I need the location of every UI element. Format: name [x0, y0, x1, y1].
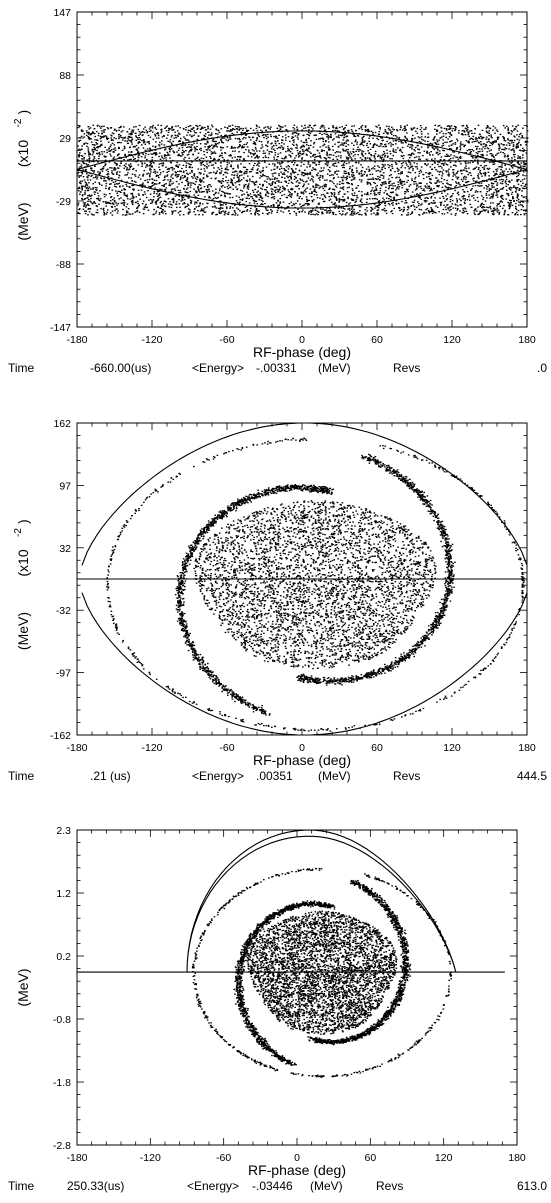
footer-time-value: .21 (us) — [90, 769, 131, 783]
x-tick-label: 120 — [435, 1152, 453, 1164]
x-tick-label: -120 — [141, 334, 162, 346]
y-tick-label: -88 — [56, 259, 71, 271]
y-tick-label: 0.2 — [56, 951, 71, 963]
x-axis-label: RF-phase (deg) — [248, 1162, 346, 1178]
y-axis-label: (MeV) — [15, 612, 31, 650]
x-tick-label: 0 — [294, 1152, 300, 1164]
x-tick-label: 60 — [371, 742, 383, 754]
footer-revs-value: 613.0 — [517, 1179, 547, 1193]
y-axis-label: (MeV) — [15, 968, 31, 1006]
x-tick-label: 0 — [299, 742, 305, 754]
footer-revs-label: Revs — [393, 361, 420, 375]
footer-time-label: Time — [8, 361, 35, 375]
y-tick-label: -2.8 — [53, 1140, 71, 1152]
footer-energy-unit: (MeV) — [318, 361, 351, 375]
footer-energy-label: <Energy> — [192, 769, 244, 783]
axis-ticks — [76, 11, 528, 328]
footer-energy-value: -.03446 — [252, 1179, 293, 1193]
x-tick-label: 180 — [518, 334, 536, 346]
particle-cloud — [191, 867, 453, 1078]
particle-cloud — [77, 124, 529, 216]
plot-frame — [76, 829, 518, 1146]
footer-time-value: 250.33(us) — [67, 1179, 124, 1193]
footer-revs-value: 444.5 — [517, 769, 547, 783]
y-tick-label: 147 — [53, 7, 71, 19]
y-tick-label: 97 — [59, 480, 71, 492]
y-tick-label: -0.8 — [53, 1014, 71, 1026]
y-tick-label: 2.3 — [56, 825, 71, 837]
y-axis-scale: (x10 — [15, 549, 31, 576]
plot-frame — [76, 11, 528, 328]
y-axis-scale-close: ) — [15, 110, 31, 115]
y-tick-label: -29 — [56, 196, 71, 208]
y-tick-label: 88 — [59, 70, 71, 82]
footer-energy-value: -.00331 — [256, 361, 297, 375]
x-tick-label: -60 — [219, 742, 234, 754]
footer-revs-label: Revs — [376, 1179, 403, 1193]
phase-plot-2: -180 -120 -60 0 60 120 180 162 97 32 -32 -97 -162 RF-… — [8, 418, 547, 783]
y-tick-label: -1.8 — [53, 1077, 71, 1089]
y-tick-label: 1.2 — [56, 888, 71, 900]
footer-time-label: Time — [8, 769, 35, 783]
footer-energy-unit: (MeV) — [318, 769, 351, 783]
y-axis-scale: (x10 — [15, 140, 31, 167]
x-tick-label: -60 — [219, 334, 234, 346]
x-tick-label: 180 — [508, 1152, 526, 1164]
y-axis-label-group: (MeV) (x10 -2) — [13, 110, 31, 241]
x-tick-label: 120 — [443, 334, 461, 346]
y-axis-label-group: (MeV) — [15, 968, 31, 1006]
footer-energy-value: .00351 — [256, 769, 293, 783]
footer-energy-label: <Energy> — [187, 1179, 239, 1193]
x-tick-label: -180 — [66, 1152, 87, 1164]
x-axis-label: RF-phase (deg) — [253, 344, 351, 360]
y-tick-label: 162 — [53, 418, 71, 430]
x-tick-label: 120 — [443, 742, 461, 754]
axis-ticks — [76, 422, 528, 736]
y-tick-label: 32 — [59, 543, 71, 555]
y-axis-label: (MeV) — [15, 202, 31, 240]
x-tick-label: -120 — [140, 1152, 161, 1164]
x-tick-label: -60 — [216, 1152, 231, 1164]
separatrix — [76, 130, 528, 209]
phase-plot-1: -180 -120 -60 0 60 120 180 147 88 29 -29 -88 -147 RF-… — [8, 7, 547, 375]
y-tick-label: -97 — [56, 668, 71, 680]
y-axis-label-group: (MeV) (x10 -2) — [13, 519, 31, 650]
x-tick-label: -180 — [66, 334, 87, 346]
y-tick-label: -32 — [56, 605, 71, 617]
x-tick-label: 60 — [364, 1152, 376, 1164]
separatrix — [77, 829, 505, 973]
y-tick-label: -162 — [50, 730, 71, 742]
y-tick-label: 29 — [59, 133, 71, 145]
x-axis-label: RF-phase (deg) — [253, 752, 351, 768]
footer-time-label: Time — [8, 1179, 35, 1193]
footer-energy-unit: (MeV) — [310, 1179, 343, 1193]
y-axis-scale-exponent: -2 — [13, 528, 24, 537]
y-axis-scale-close: ) — [15, 519, 31, 524]
particle-cloud — [106, 437, 526, 732]
x-tick-label: 60 — [371, 334, 383, 346]
x-tick-label: 0 — [299, 334, 305, 346]
x-tick-label: 180 — [518, 742, 536, 754]
footer-energy-label: <Energy> — [192, 361, 244, 375]
separatrix — [77, 422, 528, 736]
footer-revs-value: .0 — [537, 361, 547, 375]
x-tick-label: -180 — [66, 742, 87, 754]
footer-revs-label: Revs — [393, 769, 420, 783]
phase-plot-3: -180 -120 -60 0 60 120 180 2.3 1.2 0.2 -0.8 -1.8 -2.… — [8, 825, 547, 1193]
y-axis-scale-exponent: -2 — [13, 118, 24, 127]
footer-time-value: -660.00(us) — [90, 361, 151, 375]
x-tick-label: -120 — [141, 742, 162, 754]
y-tick-label: -147 — [50, 322, 71, 334]
axis-ticks — [76, 829, 518, 1146]
